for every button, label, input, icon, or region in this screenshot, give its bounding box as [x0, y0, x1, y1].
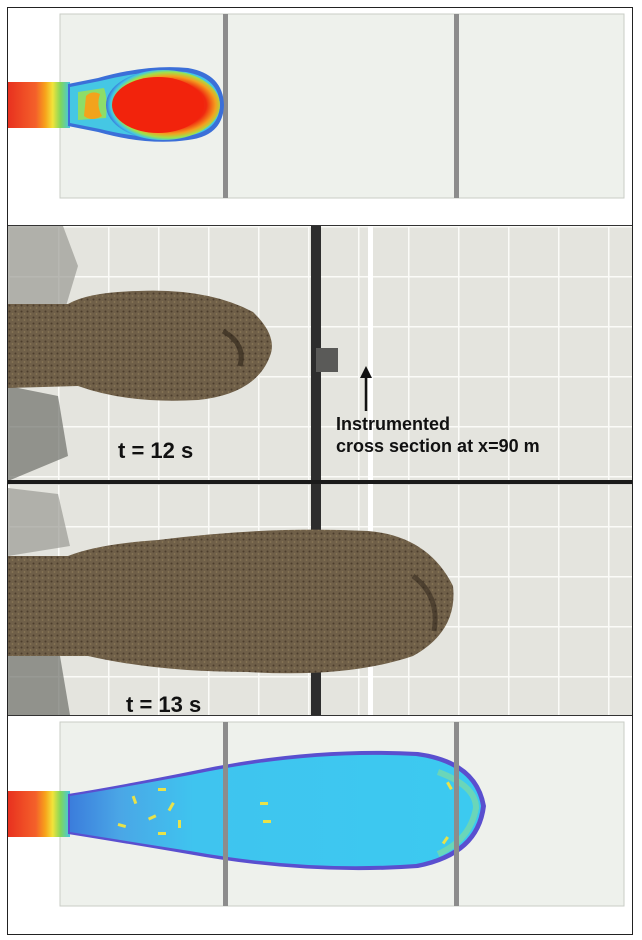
flume-divider-4 — [454, 722, 459, 906]
instrument-bar-dark — [311, 226, 321, 715]
side-structure-1 — [8, 226, 78, 326]
simulation-bottom-canvas — [8, 721, 625, 907]
debris-front-ridge-t12 — [221, 328, 244, 367]
inflow-channel-top — [8, 82, 70, 128]
debris-flow-t13 — [8, 529, 454, 674]
instrumented-cross-section-label: Instrumented cross section at x=90 m — [336, 413, 540, 457]
flume-divider-1 — [223, 14, 228, 198]
annotation-line-2: cross section at x=90 m — [336, 436, 540, 456]
side-structure-3 — [8, 488, 70, 556]
instrument-bar-white — [368, 226, 373, 715]
inflow-channel-bottom — [8, 791, 70, 837]
flow-transition-top — [84, 92, 102, 119]
simulation-panel-bottom — [8, 716, 632, 934]
flume-divider-2 — [454, 14, 459, 198]
photograph-canvas — [8, 226, 632, 715]
simulation-panel-top — [8, 8, 632, 226]
simulation-top-canvas — [8, 13, 625, 199]
time-label-t13: t = 13 s — [126, 692, 202, 716]
side-structure-2 — [8, 386, 68, 481]
view-separator — [8, 480, 632, 484]
annotation-line-1: Instrumented — [336, 414, 451, 434]
sensor-box-1 — [316, 348, 338, 372]
flow-head-core-top — [112, 77, 204, 133]
photograph-panel: Instrumented cross section at x=90 m t =… — [8, 226, 632, 716]
flow-body-bottom — [70, 754, 481, 867]
debris-front-ridge-t13 — [411, 573, 438, 632]
flume-divider-3 — [223, 722, 228, 906]
time-label-t12: t = 12 s — [118, 438, 194, 463]
side-structure-4 — [8, 646, 70, 715]
debris-flow-t12 — [8, 290, 272, 401]
annotation-arrowhead — [360, 366, 372, 378]
